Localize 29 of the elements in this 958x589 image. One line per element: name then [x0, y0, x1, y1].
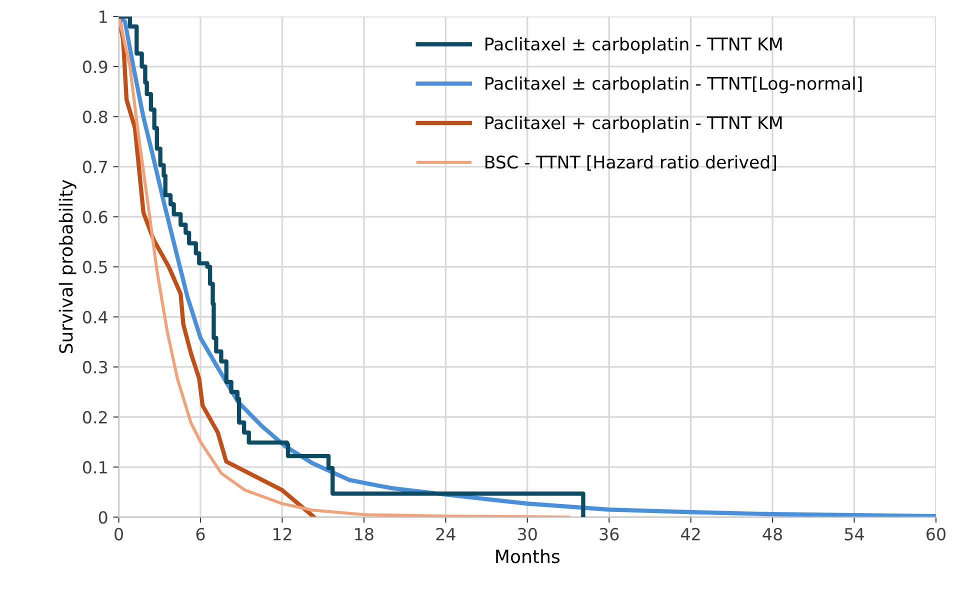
y-tick-label: 0.1 — [82, 461, 107, 474]
y-tick-label: 0.7 — [82, 160, 107, 174]
y-tick-label: 0.8 — [82, 110, 108, 124]
legend-label: Paclitaxel ± carboplatin - TTNT[Log-normal] — [486, 76, 862, 94]
x-tick-label: 42 — [681, 528, 700, 540]
legend-label: Paclitaxel + carboplatin - TTNT KM — [486, 116, 782, 133]
x-tick-label: 0 — [114, 528, 123, 540]
x-tick-label: 12 — [273, 528, 292, 540]
y-tick-label: 0 — [98, 511, 108, 524]
y-tick-label: 0.5 — [82, 260, 107, 274]
y-tick-label: 0.4 — [82, 310, 108, 324]
y-axis-title: Survival probability — [58, 180, 76, 354]
x-tick-label: 48 — [762, 528, 782, 540]
x-tick-label: 6 — [196, 528, 205, 540]
x-axis-title: Months — [496, 549, 560, 564]
x-tick-label: 30 — [518, 528, 537, 540]
y-tick-label: 0.2 — [82, 410, 107, 424]
y-tick-label: 0.6 — [82, 210, 108, 224]
x-tick-label: 18 — [355, 528, 374, 540]
x-tick-label: 54 — [844, 528, 864, 540]
y-tick-label: 0.9 — [82, 60, 108, 74]
legend-label: Paclitaxel ± carboplatin - TTNT KM — [486, 37, 782, 54]
x-tick-label: 60 — [926, 528, 946, 540]
y-tick-label: 0.3 — [82, 360, 108, 374]
y-tick-label: 1 — [100, 10, 107, 23]
line-series — [118, 16, 936, 518]
x-tick-label: 36 — [600, 528, 619, 540]
x-tick-label: 24 — [436, 528, 456, 540]
legend-label: BSC - TTNT [Hazard ratio derived] — [486, 155, 776, 171]
